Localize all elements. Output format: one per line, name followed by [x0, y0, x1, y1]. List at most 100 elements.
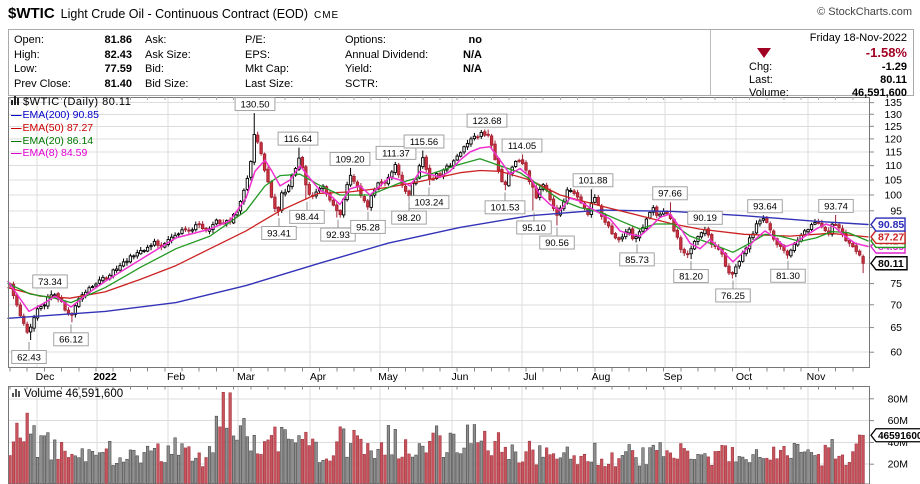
quote-label: Prev Close:	[14, 77, 71, 90]
quote-row: Ask:	[145, 33, 240, 48]
quote-summary-row: Chg: -1.29	[749, 61, 907, 74]
quote-panel: Open: 81.86 High: 82.43 Low: 77.59 Prev Close:…	[8, 29, 914, 99]
quote-label: EPS:	[245, 48, 271, 61]
annotation-value: 123.68	[472, 116, 501, 127]
price-tick-label: 135	[884, 97, 902, 109]
down-arrow-icon	[757, 48, 771, 58]
quote-row: Open: 81.86	[14, 33, 132, 48]
quote-label: Ask Size:	[145, 48, 191, 61]
quote-row: Annual Dividend: N/A	[345, 48, 482, 63]
annotation-value: 81.20	[679, 271, 703, 282]
annotation-box	[408, 195, 450, 210]
price-tick-label: 105	[884, 174, 902, 186]
annotation-value: 73.34	[38, 277, 62, 288]
month-label: Feb	[167, 371, 185, 383]
annotation-value: 90.19	[693, 213, 717, 224]
price-tick-label: 110	[885, 160, 902, 172]
annotation-box	[350, 219, 386, 234]
volume-bars	[8, 392, 865, 484]
quote-label: Low:	[14, 63, 38, 75]
quote-column: Open: 81.86 High: 82.43 Low: 77.59 Prev Close:…	[14, 33, 132, 91]
quote-label: Ask:	[145, 34, 167, 46]
annotation-box	[53, 332, 89, 347]
ema-line-e8	[7, 145, 869, 313]
quote-label: Bid:	[145, 63, 164, 75]
quote-value: no	[468, 34, 482, 46]
quote-label: Options:	[345, 34, 386, 46]
price-tick-label: 100	[884, 190, 902, 202]
annotation-value: 95.10	[522, 223, 546, 234]
annotation-value: 97.66	[658, 189, 682, 200]
percent-change: -1.58%	[865, 45, 907, 60]
summary-value: 46,591,600	[851, 87, 907, 100]
quote-label: Last Size:	[245, 77, 294, 90]
quote-row: Bid Size:	[145, 77, 240, 92]
annotation-box	[516, 220, 552, 235]
quote-label: Annual Dividend:	[345, 48, 429, 61]
quote-row: Low: 77.59	[14, 62, 132, 77]
annotation-value: 101.53	[490, 203, 519, 214]
axis-labels: 1351301251201151101051009590858075706560…	[36, 97, 908, 471]
quote-label: SCTR:	[345, 77, 378, 90]
annotation-value: 95.28	[356, 222, 380, 233]
price-tick-label: 75	[890, 278, 902, 290]
quote-summary-row: Last: 80.11	[749, 74, 907, 87]
month-label: Oct	[736, 371, 752, 383]
quote-summary-row: Volume: 46,591,600	[749, 87, 907, 100]
stockcharts-credit-link[interactable]: © StockCharts.com	[817, 6, 912, 18]
quote-row: Yield: N/A	[345, 62, 482, 77]
price-callout-value: 87.27	[878, 232, 904, 244]
annotation-box	[375, 145, 417, 160]
price-tick-label: 130	[884, 109, 902, 121]
annotation-value: 66.12	[59, 335, 83, 346]
price-callout-box	[870, 229, 906, 245]
month-label: Nov	[807, 371, 826, 383]
month-label: Dec	[36, 371, 55, 383]
annotation-value: 116.64	[284, 134, 312, 145]
month-label: May	[378, 371, 399, 383]
month-label: Mar	[237, 371, 256, 383]
ema-line-e200	[7, 209, 869, 319]
volume-tick-label: 60M	[888, 415, 908, 427]
annotation-box	[715, 288, 751, 303]
annotation-value: 111.37	[382, 148, 410, 159]
annotation-box	[391, 210, 427, 225]
month-label: Jul	[523, 371, 536, 383]
quote-label: Open:	[14, 34, 44, 46]
annotation-box	[619, 252, 655, 267]
quote-row: High: 82.43	[14, 48, 132, 63]
annotation-box	[320, 227, 356, 242]
ema-overlays	[7, 145, 869, 319]
annotation-value: 93.41	[267, 228, 291, 239]
annotation-value: 92.93	[326, 230, 350, 241]
quote-label: Bid Size:	[145, 77, 189, 90]
price-tick-label: 60	[890, 347, 902, 359]
annotation-box	[261, 226, 297, 240]
annotation-box	[818, 198, 854, 213]
annotation-box	[11, 350, 47, 364]
annotation-value: 130.50	[240, 99, 269, 110]
summary-value: -1.29	[881, 61, 907, 73]
ema-line-e50	[7, 169, 869, 299]
annotation-value: 81.30	[776, 271, 800, 282]
ema-line-e20	[7, 158, 869, 304]
price-tick-label: 70	[890, 299, 902, 311]
exchange-label: CME	[314, 10, 340, 21]
quote-row: Bid:	[145, 62, 240, 77]
annotation-box	[466, 113, 508, 128]
price-annotations: 73.34 62.43 66.12 130.50 93.41 116.64 98.44 92.…	[11, 97, 854, 364]
annotation-value: 109.20	[335, 154, 364, 165]
price-tick-label: 95	[890, 205, 902, 217]
quote-row: Ask Size:	[145, 48, 240, 63]
quote-value: 81.40	[104, 77, 132, 90]
annotation-value: 93.64	[753, 202, 777, 213]
price-callout-box	[870, 256, 908, 271]
month-label: Aug	[592, 371, 611, 383]
annotation-box	[539, 235, 575, 250]
annotation-value: 98.44	[295, 212, 319, 223]
month-label: Sep	[664, 371, 683, 383]
price-tick-label: 115	[885, 146, 902, 158]
quote-row: Mkt Cap:	[245, 62, 340, 77]
gridlines	[9, 98, 869, 484]
